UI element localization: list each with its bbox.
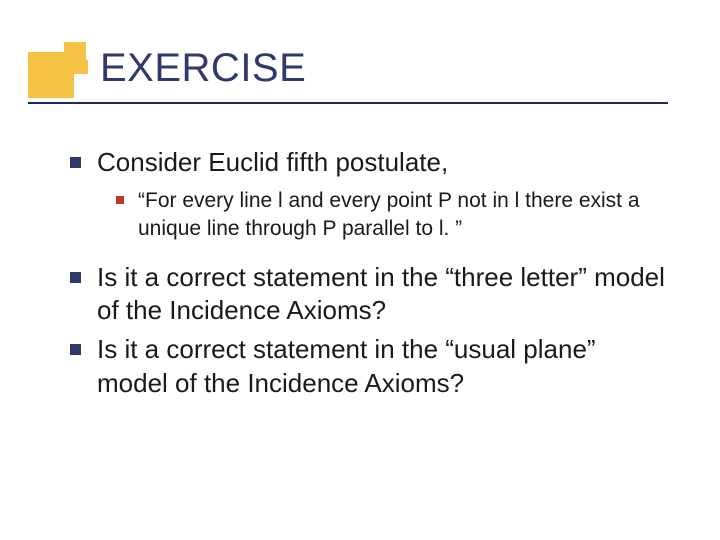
- slide: EXERCISE Consider Euclid fifth postulate…: [0, 0, 720, 540]
- square-bullet-icon: [70, 272, 81, 283]
- title-bar: EXERCISE: [0, 52, 720, 132]
- list-item: Is it a correct statement in the “three …: [70, 261, 670, 328]
- list-item: Consider Euclid fifth postulate,: [70, 146, 670, 179]
- title-underline: [28, 102, 668, 104]
- slide-content: Consider Euclid fifth postulate, “For ev…: [70, 146, 670, 406]
- list-item-text: Is it a correct statement in the “usual …: [97, 333, 670, 400]
- square-bullet-icon: [70, 157, 81, 168]
- list-item-text: Is it a correct statement in the “three …: [97, 261, 670, 328]
- list-item-text: “For every line l and every point P not …: [138, 187, 670, 242]
- sublist: “For every line l and every point P not …: [116, 187, 670, 242]
- list-item: “For every line l and every point P not …: [116, 187, 670, 242]
- square-bullet-icon: [70, 344, 81, 355]
- list-item: Is it a correct statement in the “usual …: [70, 333, 670, 400]
- slide-title: EXERCISE: [100, 46, 306, 91]
- square-bullet-icon: [116, 196, 124, 204]
- list-item-text: Consider Euclid fifth postulate,: [97, 146, 448, 179]
- accent-square-small: [74, 60, 88, 74]
